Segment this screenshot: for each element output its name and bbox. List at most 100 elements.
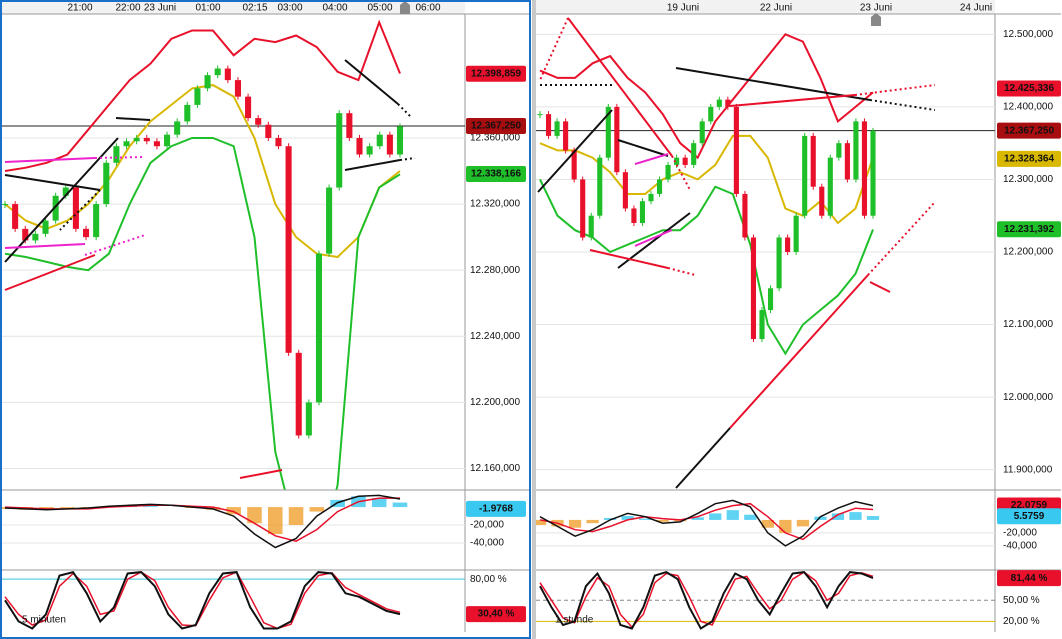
histogram-bar	[309, 507, 325, 512]
candle	[82, 228, 90, 238]
candle	[184, 104, 191, 122]
candle	[62, 187, 69, 196]
histogram-bar	[744, 514, 757, 520]
y-tick-label: -20,000	[470, 520, 504, 531]
candle	[336, 113, 343, 188]
candle	[123, 141, 130, 147]
price-tag-label: 12.367,250	[1004, 125, 1054, 136]
candle	[245, 96, 252, 119]
x-tick-label: 19 Juni	[667, 3, 699, 14]
price-tag	[466, 166, 526, 183]
candle	[545, 114, 552, 136]
price-tag	[997, 122, 1061, 139]
candle	[554, 121, 560, 136]
histogram-bar	[779, 519, 792, 533]
indicator-line	[539, 571, 874, 630]
price-tag	[997, 221, 1061, 238]
y-tick-label: -20,000	[1003, 528, 1037, 539]
indicator-line	[4, 19, 401, 172]
histogram-bar	[536, 519, 547, 526]
indicator-line	[539, 499, 874, 547]
candle	[295, 352, 302, 436]
timeframe-label: 1 stunde	[555, 615, 594, 626]
histogram-bar	[226, 507, 241, 515]
candle	[819, 186, 825, 216]
candle	[853, 121, 859, 180]
candle	[52, 195, 59, 221]
y-tick-label: 12.240,000	[470, 331, 520, 342]
x-tick-label: 02:15	[242, 3, 267, 14]
y-tick-label: 12.500,000	[1003, 29, 1053, 40]
histogram-bar	[709, 513, 722, 520]
candle	[639, 201, 646, 223]
candle	[133, 137, 140, 142]
x-tick-label: 04:00	[322, 3, 347, 14]
candle	[164, 134, 171, 147]
candle	[93, 204, 100, 238]
price-tag-label: 12.398,859	[471, 68, 521, 79]
candle	[759, 310, 765, 340]
price-tag	[466, 606, 526, 623]
drawing-extensions	[59, 17, 936, 276]
candle	[776, 237, 782, 289]
y-tick-label: 12.100,000	[1003, 319, 1053, 330]
price-tag-label: 12.328,364	[1004, 153, 1054, 164]
candle	[836, 143, 842, 158]
candle	[255, 118, 262, 125]
candle	[537, 114, 543, 116]
candle	[597, 157, 603, 216]
candle	[622, 172, 628, 209]
candle	[42, 220, 49, 234]
candle	[682, 157, 688, 165]
y-tick-label: -40,000	[470, 538, 504, 549]
y-tick-label: 12.360,000	[470, 133, 520, 144]
price-tag-label: 12.367,250	[471, 121, 521, 132]
histogram-bar	[726, 510, 739, 520]
candle	[194, 88, 201, 105]
price-tag	[466, 117, 526, 134]
price-tag-label: -1.9768	[479, 503, 513, 514]
histogram-bar	[392, 502, 408, 508]
price-tag-label: 12.425,336	[1004, 83, 1054, 94]
candle	[305, 402, 312, 436]
candle	[234, 80, 241, 97]
candle	[326, 187, 333, 254]
candle	[174, 121, 181, 135]
histogram-bar	[656, 519, 669, 522]
x-tick-label: 23 Juni	[144, 3, 176, 14]
indicator-line	[4, 137, 401, 490]
price-tag-label: 12.338,166	[471, 169, 521, 180]
histogram-bar	[849, 512, 862, 520]
candle	[802, 135, 808, 216]
timeframe-label: 5 minuten	[22, 615, 66, 626]
candle	[631, 208, 637, 223]
scroll-marker[interactable]	[871, 13, 881, 26]
y-tick-label: 12.160,000	[470, 463, 520, 474]
candle	[656, 179, 663, 194]
histogram-bar	[831, 513, 845, 520]
indicator-line	[4, 494, 401, 549]
candle	[810, 135, 816, 187]
y-tick-label: 12.280,000	[470, 265, 520, 276]
x-tick-label: 22:00	[115, 3, 140, 14]
scroll-marker[interactable]	[400, 1, 410, 14]
candle	[285, 146, 292, 353]
price-tag-label: 30,40 %	[478, 609, 515, 620]
y-tick-label: 80,00 %	[470, 574, 507, 585]
x-tick-label: 06:00	[415, 3, 440, 14]
candle	[742, 193, 748, 238]
stoch-plot	[0, 570, 465, 630]
stoch-plot	[536, 571, 995, 630]
macd-plot	[0, 494, 465, 549]
panel-divider	[532, 0, 536, 639]
candle	[346, 113, 353, 138]
x-tick-label: 05:00	[367, 3, 392, 14]
candle	[265, 124, 272, 138]
indicator-line	[539, 178, 874, 356]
histogram-bar	[603, 517, 617, 520]
y-tick-label: 11.900,000	[1003, 464, 1053, 475]
candle	[716, 99, 722, 107]
histogram-bar	[568, 519, 582, 528]
candle	[870, 130, 876, 216]
